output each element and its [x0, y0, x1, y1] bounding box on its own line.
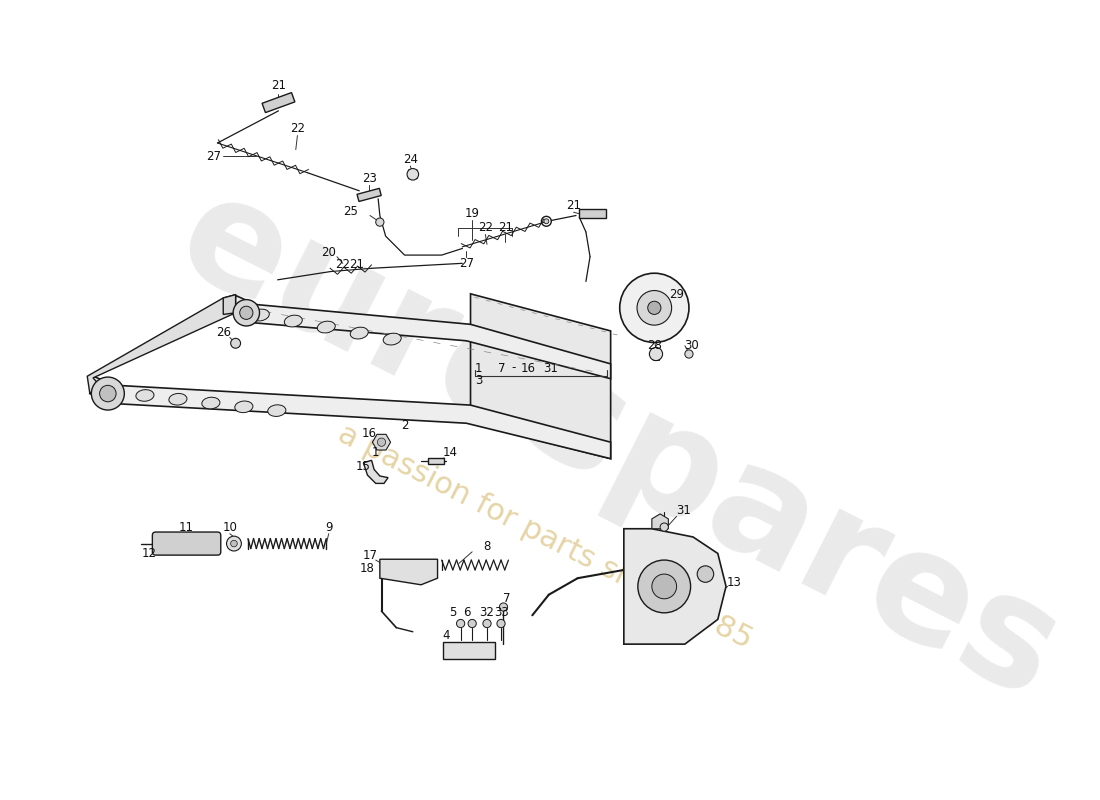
Text: 17: 17	[363, 549, 377, 562]
Circle shape	[100, 386, 117, 402]
Text: 14: 14	[442, 446, 458, 459]
Circle shape	[91, 377, 124, 410]
Circle shape	[231, 540, 238, 547]
Ellipse shape	[201, 398, 220, 409]
Text: 19: 19	[464, 207, 480, 220]
Circle shape	[377, 438, 386, 446]
Text: 31: 31	[543, 362, 558, 374]
Polygon shape	[652, 514, 669, 529]
Circle shape	[685, 350, 693, 358]
Ellipse shape	[267, 405, 286, 417]
Circle shape	[456, 619, 465, 628]
Circle shape	[227, 536, 241, 551]
Circle shape	[233, 299, 260, 326]
Ellipse shape	[317, 321, 336, 333]
Polygon shape	[223, 294, 235, 314]
Text: 15: 15	[356, 461, 371, 474]
Text: 16: 16	[362, 426, 376, 440]
Circle shape	[468, 619, 476, 628]
Text: 22: 22	[290, 122, 305, 135]
Circle shape	[660, 523, 669, 531]
Polygon shape	[87, 294, 235, 403]
Text: 25: 25	[343, 205, 359, 218]
Circle shape	[637, 290, 672, 325]
Text: 30: 30	[684, 339, 699, 352]
Circle shape	[376, 218, 384, 226]
Text: 7: 7	[503, 592, 510, 606]
Ellipse shape	[252, 309, 270, 321]
Text: 32: 32	[480, 606, 494, 619]
Ellipse shape	[383, 333, 402, 345]
Ellipse shape	[350, 327, 368, 339]
Text: 28: 28	[647, 339, 662, 352]
Text: 12: 12	[142, 547, 156, 560]
Text: 9: 9	[324, 521, 332, 534]
Text: 23: 23	[362, 172, 376, 185]
Text: 22: 22	[336, 258, 350, 271]
Polygon shape	[580, 209, 606, 218]
Circle shape	[638, 560, 691, 613]
Circle shape	[697, 566, 714, 582]
Circle shape	[648, 302, 661, 314]
Polygon shape	[90, 376, 611, 458]
Circle shape	[652, 574, 676, 598]
Polygon shape	[358, 188, 382, 202]
Polygon shape	[379, 559, 438, 585]
Text: 21: 21	[497, 222, 513, 234]
Circle shape	[543, 219, 549, 224]
Polygon shape	[373, 434, 390, 450]
Text: 31: 31	[675, 504, 691, 517]
Text: 18: 18	[360, 562, 375, 575]
Polygon shape	[443, 642, 495, 659]
Polygon shape	[471, 294, 611, 458]
Circle shape	[649, 347, 662, 361]
Circle shape	[497, 619, 505, 628]
Text: 21: 21	[566, 199, 581, 212]
Text: 11: 11	[178, 521, 194, 534]
Text: 21: 21	[350, 258, 364, 271]
Polygon shape	[624, 529, 726, 644]
Text: 3: 3	[475, 374, 483, 387]
Text: 1: 1	[475, 362, 483, 374]
Polygon shape	[363, 460, 388, 483]
Text: 20: 20	[321, 246, 337, 259]
Text: 6: 6	[463, 606, 471, 619]
Text: 5: 5	[449, 606, 456, 619]
Text: 4: 4	[442, 630, 450, 642]
Text: -: -	[512, 362, 516, 374]
Text: 27: 27	[206, 150, 221, 162]
FancyBboxPatch shape	[153, 532, 221, 555]
Text: 1: 1	[372, 446, 379, 459]
Text: 27: 27	[459, 257, 474, 270]
Text: 13: 13	[727, 576, 741, 589]
Ellipse shape	[136, 390, 154, 402]
Ellipse shape	[169, 394, 187, 405]
Circle shape	[231, 338, 241, 348]
Ellipse shape	[284, 315, 302, 327]
Text: 26: 26	[216, 326, 231, 339]
Text: 7: 7	[498, 362, 506, 374]
Circle shape	[499, 603, 507, 611]
Polygon shape	[233, 295, 610, 378]
Circle shape	[619, 274, 689, 342]
Circle shape	[483, 619, 491, 628]
Text: a passion for parts since 1985: a passion for parts since 1985	[332, 419, 757, 654]
Text: 24: 24	[403, 153, 418, 166]
Circle shape	[407, 169, 419, 180]
Text: 10: 10	[222, 521, 238, 534]
Ellipse shape	[234, 401, 253, 413]
Polygon shape	[428, 458, 444, 465]
Text: 29: 29	[669, 288, 684, 301]
Text: 2: 2	[400, 419, 408, 432]
Text: 33: 33	[495, 606, 509, 619]
Text: 8: 8	[483, 540, 491, 554]
Polygon shape	[262, 93, 295, 113]
Text: 16: 16	[520, 362, 536, 374]
Text: eurospares: eurospares	[155, 161, 1084, 732]
Text: 22: 22	[477, 222, 493, 234]
Circle shape	[240, 306, 253, 319]
Text: 21: 21	[271, 78, 286, 92]
